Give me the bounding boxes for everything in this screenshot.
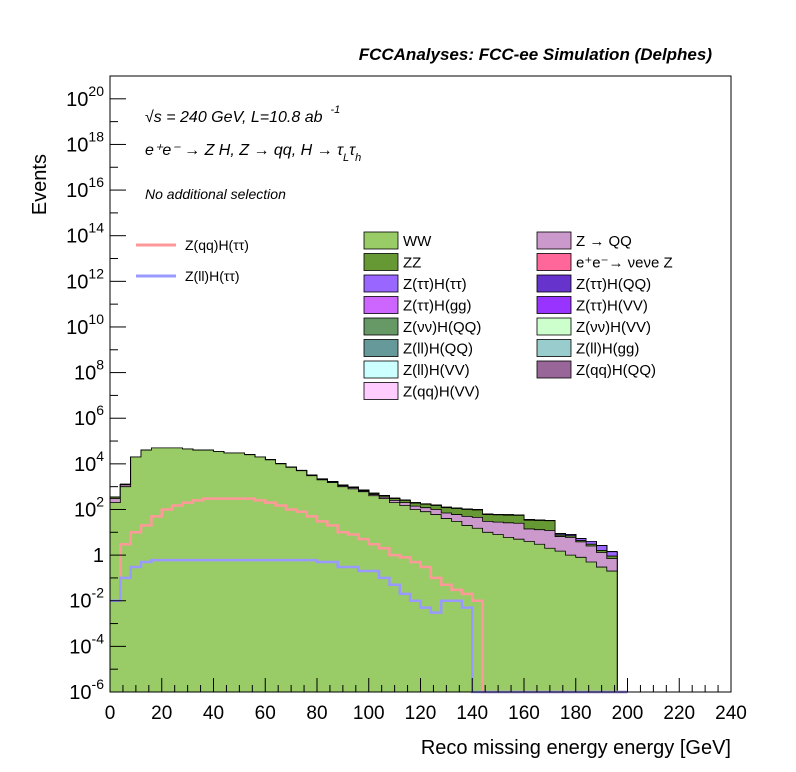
y-tick-label: 1012 bbox=[66, 265, 104, 293]
legend-box-swatch bbox=[536, 253, 572, 271]
legend-entry-label: Z → QQ bbox=[576, 233, 632, 250]
y-axis: 1020 1018 1016 1014 1012 1010 108 106 104 102 1 10-… bbox=[66, 75, 126, 704]
chart-title: FCCAnalyses: FCC-ee Simulation (Delphes) bbox=[359, 45, 713, 64]
y-tick-label: 10-2 bbox=[69, 585, 104, 613]
lumi-exponent: -1 bbox=[331, 104, 341, 116]
y-tick-label: 1016 bbox=[66, 174, 104, 202]
legend-entry-label: Z(ll)H(gg) bbox=[576, 341, 639, 358]
y-tick-label: 102 bbox=[74, 493, 104, 521]
legend-box-swatch bbox=[363, 274, 399, 293]
legend-box-swatch bbox=[536, 296, 572, 314]
y-tick-label: 104 bbox=[74, 448, 104, 476]
legend-entry-label: Z(qq)H(VV) bbox=[403, 384, 480, 401]
y-axis-label: Events bbox=[29, 154, 51, 215]
y-tick-label: 10-6 bbox=[69, 676, 104, 704]
x-tick-label: 100 bbox=[353, 703, 385, 724]
x-axis: 0 20 40 60 80 100 120 140 160 180 200 220 240 bbox=[105, 678, 747, 724]
y-tick-label: 10-4 bbox=[69, 630, 104, 658]
legend-entry-label: Z(ll)H(QQ) bbox=[403, 341, 473, 358]
process-annotation: e⁺e⁻ → Z H, Z → qq, H → τLτh bbox=[145, 142, 361, 164]
legend-entry-label: e⁺e⁻→ νeνe Z bbox=[576, 255, 673, 272]
legend-box-swatch bbox=[536, 274, 572, 293]
y-tick-label: 1020 bbox=[66, 83, 104, 111]
x-tick-label: 40 bbox=[203, 703, 224, 724]
legend-entry-label: Z(qq)H(ττ) bbox=[185, 237, 249, 253]
x-tick-label: 240 bbox=[715, 703, 747, 724]
x-tick-label: 140 bbox=[456, 703, 488, 724]
energy-annotation: √s = 240 GeV, L=10.8 ab -1 bbox=[145, 104, 340, 126]
legend-box-swatch bbox=[363, 296, 399, 314]
tau1-subscript: L bbox=[343, 152, 349, 164]
legend-box-swatch bbox=[363, 339, 399, 357]
legend-entry-label: ZZ bbox=[403, 255, 421, 272]
legend-box-swatch bbox=[363, 253, 399, 271]
x-tick-label: 160 bbox=[508, 703, 540, 724]
legend-entry-label: Z(νν)H(VV) bbox=[576, 319, 651, 336]
energy-lumi-text: = 240 GeV, L=10.8 ab bbox=[162, 109, 323, 126]
x-tick-label: 180 bbox=[560, 703, 592, 724]
y-tick-label: 106 bbox=[74, 402, 104, 430]
y-tick-label: 1014 bbox=[66, 220, 104, 248]
legend-entry-label: Z(ττ)H(gg) bbox=[403, 298, 472, 315]
y-tick-label: 1 bbox=[93, 545, 104, 567]
legend: Z(qq)H(ττ) Z(ll)H(ττ) WW ZZ Z(ττ)H(ττ) Z(ττ)H… bbox=[136, 231, 673, 401]
legend-box-swatch bbox=[363, 360, 399, 379]
y-tick-label: 1018 bbox=[66, 128, 104, 156]
x-tick-label: 60 bbox=[255, 703, 276, 724]
legend-entry-label: Z(ττ)H(VV) bbox=[576, 298, 648, 315]
legend-entry-label: Z(ll)H(ττ) bbox=[185, 268, 240, 284]
selection-annotation: No additional selection bbox=[145, 186, 286, 202]
tau2-subscript: h bbox=[355, 152, 361, 164]
legend-box-swatch bbox=[536, 360, 572, 379]
legend-entry-label: Z(qq)H(QQ) bbox=[576, 362, 656, 379]
process-text: e⁺e⁻ → Z H, Z → qq, H → τ bbox=[145, 142, 344, 159]
legend-entry-label: Z(ll)H(VV) bbox=[403, 362, 470, 379]
x-axis-label: Reco missing energy energy [GeV] bbox=[421, 737, 731, 759]
y-tick-label: 1010 bbox=[66, 311, 104, 339]
x-tick-label: 20 bbox=[151, 703, 172, 724]
svg-text:√s = 240 GeV, L=10.8 ab-1: √s = 240 GeV, L=10.8 ab -1 bbox=[145, 104, 340, 126]
legend-box-swatch bbox=[536, 339, 572, 357]
legend-entry-label: Z(ττ)H(ττ) bbox=[403, 276, 467, 293]
x-tick-label: 80 bbox=[306, 703, 327, 724]
legend-entry-label: WW bbox=[403, 233, 432, 250]
legend-box-swatch bbox=[363, 317, 399, 336]
x-tick-label: 220 bbox=[663, 703, 695, 724]
svg-text:e⁺e⁻ → Z H, Z → qq, H → τLτh: e⁺e⁻ → Z H, Z → qq, H → τLτh bbox=[145, 142, 361, 164]
legend-entry-label: Z(νν)H(QQ) bbox=[403, 319, 481, 336]
x-tick-label: 120 bbox=[405, 703, 437, 724]
sqrt-s: √s bbox=[145, 109, 162, 126]
legend-box-swatch bbox=[536, 317, 572, 336]
y-tick-label: 108 bbox=[74, 357, 104, 385]
legend-entry-label: Z(ττ)H(QQ) bbox=[576, 276, 651, 293]
x-tick-label: 200 bbox=[612, 703, 644, 724]
tau2-symbol: τ bbox=[349, 142, 356, 159]
legend-box-swatch bbox=[536, 231, 572, 250]
legend-box-swatch bbox=[363, 231, 399, 250]
x-tick-label: 0 bbox=[105, 703, 116, 724]
legend-box-swatch bbox=[363, 382, 399, 400]
